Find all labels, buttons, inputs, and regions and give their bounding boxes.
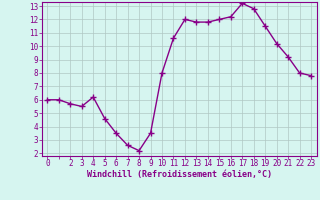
X-axis label: Windchill (Refroidissement éolien,°C): Windchill (Refroidissement éolien,°C) xyxy=(87,170,272,179)
